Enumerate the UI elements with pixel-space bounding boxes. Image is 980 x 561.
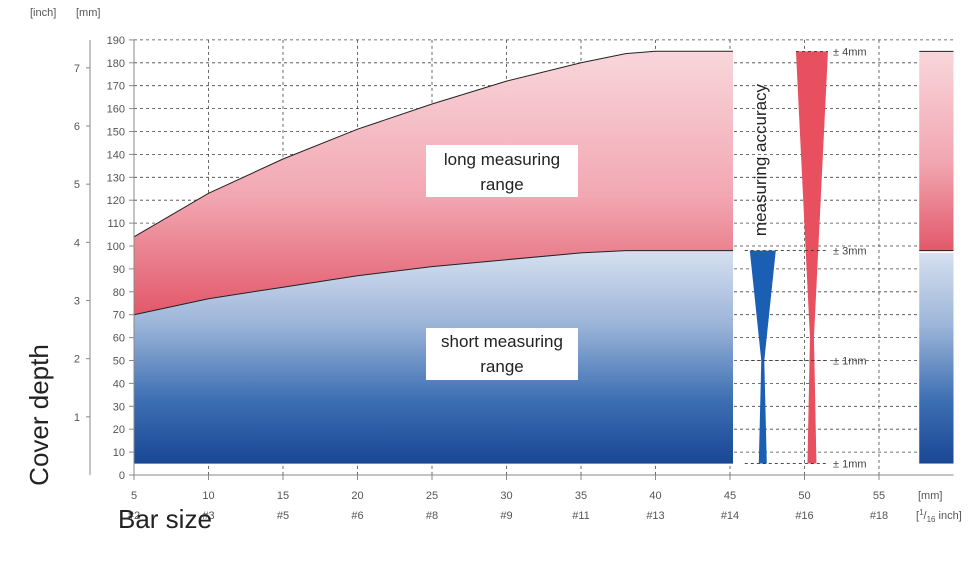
axes: 0102030405060708090100110120130140150160… (74, 35, 954, 522)
short-range-area-right (919, 252, 954, 464)
y-mm-label-50: 50 (113, 356, 125, 368)
long-range-label-line2: range (480, 175, 523, 194)
x-bar-label-45: #14 (721, 510, 739, 522)
x-bar-label-15: #5 (277, 510, 289, 522)
x-bar-label-30: #9 (500, 510, 512, 522)
x-bar-label-20: #6 (351, 510, 363, 522)
y-mm-label-70: 70 (113, 310, 125, 322)
y-inch-label-3: 3 (74, 296, 80, 308)
y-mm-label-90: 90 (113, 264, 125, 276)
y-mm-label-180: 180 (107, 58, 125, 70)
x-bar-label-55: #18 (870, 510, 888, 522)
x-unit-inch: [1/16 inch] (916, 508, 962, 524)
x-label-15: 15 (277, 490, 289, 502)
x-bar-label-25: #8 (426, 510, 438, 522)
short-range-label-line1: short measuring (441, 332, 563, 351)
y-inch-label-6: 6 (74, 121, 80, 133)
accuracy-level-label-1: ± 3mm (833, 246, 867, 258)
x-label-10: 10 (202, 490, 214, 502)
y-mm-label-60: 60 (113, 333, 125, 345)
long-range-lower-curve (133, 250, 733, 316)
y-mm-label-0: 0 (119, 470, 125, 482)
y-mm-label-100: 100 (107, 241, 125, 253)
x-bar-label-5: #2 (128, 510, 140, 522)
x-label-50: 50 (798, 490, 810, 502)
y-inch-label-4: 4 (74, 237, 80, 249)
accuracy-level-label-0: ± 4mm (833, 46, 867, 58)
x-unit-mm: [mm] (918, 490, 942, 502)
x-label-55: 55 (873, 490, 885, 502)
measuring-range-areas (133, 50, 954, 464)
x-unit-open: [ (916, 510, 919, 522)
accuracy-indicator: ± 4mm ± 3mm ± 1mm ± 1mm (744, 46, 867, 471)
y-inch-label-2: 2 (74, 354, 80, 366)
y-mm-header: [mm] (76, 7, 100, 19)
long-range-upper-curve (133, 50, 733, 238)
y-mm-label-130: 130 (107, 172, 125, 184)
x-label-45: 45 (724, 490, 736, 502)
short-range-label-line2: range (480, 357, 523, 376)
x-label-25: 25 (426, 490, 438, 502)
x-label-35: 35 (575, 490, 587, 502)
y-mm-label-40: 40 (113, 378, 125, 390)
long-range-area-right (919, 51, 954, 251)
y-mm-label-170: 170 (107, 81, 125, 93)
y-mm-label-110: 110 (107, 218, 125, 230)
y-inch-header: [inch] (30, 7, 56, 19)
x-axis-title: Bar size (118, 504, 212, 534)
y-mm-label-80: 80 (113, 287, 125, 299)
accuracy-level-label-3: ± 1mm (833, 459, 867, 471)
x-bar-label-10: #3 (202, 510, 214, 522)
x-label-30: 30 (500, 490, 512, 502)
x-unit-close: inch] (935, 510, 961, 522)
accuracy-red-funnel (795, 51, 828, 464)
x-label-40: 40 (649, 490, 661, 502)
x-label-20: 20 (351, 490, 363, 502)
y-inch-label-1: 1 (74, 412, 80, 424)
y-mm-label-30: 30 (113, 401, 125, 413)
x-unit-sup: 1 (919, 508, 924, 517)
y-mm-label-150: 150 (107, 127, 125, 139)
y-mm-label-190: 190 (107, 35, 125, 47)
y-mm-label-160: 160 (107, 104, 125, 116)
accuracy-blue-funnel (749, 250, 776, 464)
x-bar-label-40: #13 (646, 510, 664, 522)
accuracy-label: measuring accuracy (751, 83, 770, 236)
y-axis-title: Cover depth (24, 344, 54, 486)
x-unit-sub: 16 (927, 515, 936, 524)
long-range-label-line1: long measuring (444, 150, 560, 169)
long-range-label-box (426, 145, 578, 197)
y-mm-label-20: 20 (113, 424, 125, 436)
y-mm-label-140: 140 (107, 149, 125, 161)
x-bar-label-35: #11 (572, 510, 590, 522)
y-inch-label-7: 7 (74, 63, 80, 75)
x-unit-slash: / (924, 510, 928, 522)
short-range-label-box (426, 328, 578, 380)
accuracy-level-label-2: ± 1mm (833, 356, 867, 368)
y-mm-label-10: 10 (113, 447, 125, 459)
y-mm-label-120: 120 (107, 195, 125, 207)
x-label-5: 5 (131, 490, 137, 502)
x-bar-label-50: #16 (795, 510, 813, 522)
y-inch-label-5: 5 (74, 179, 80, 191)
